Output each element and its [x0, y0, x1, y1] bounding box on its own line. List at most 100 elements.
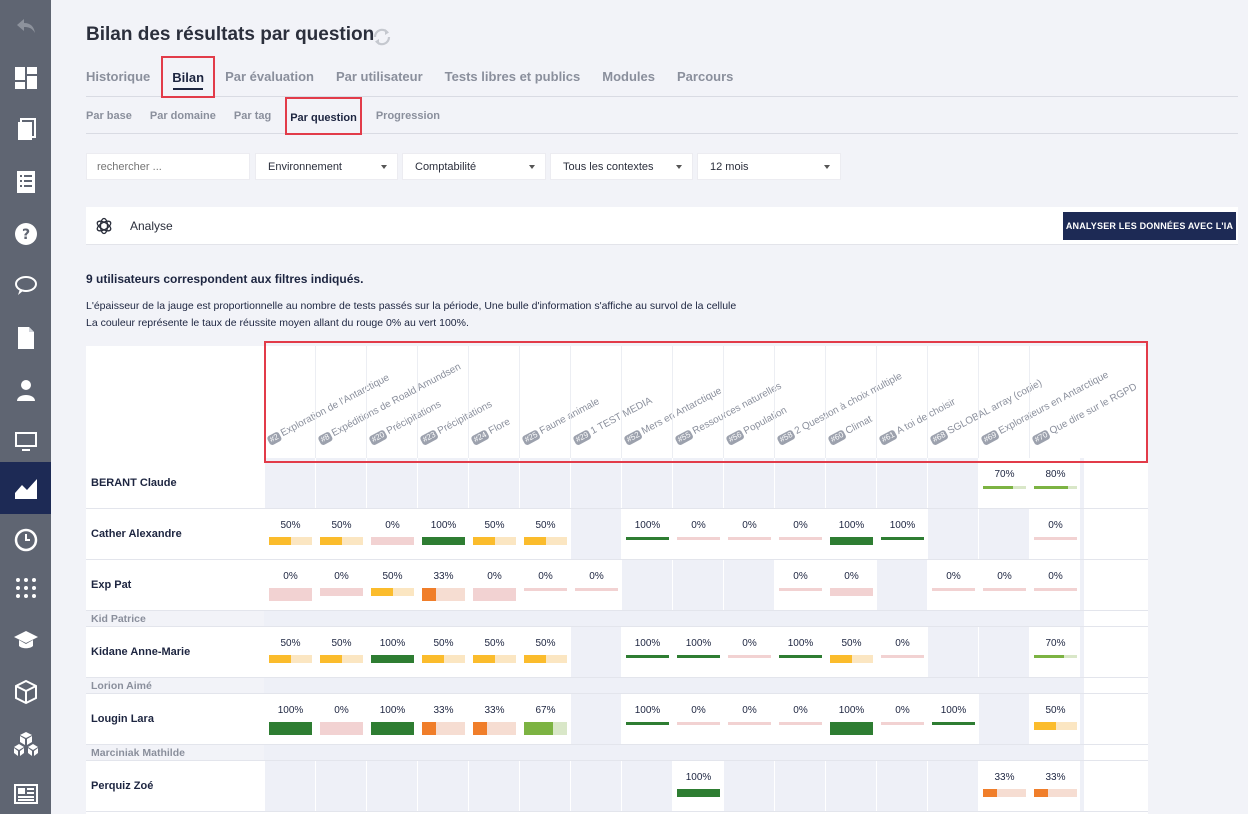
result-cell[interactable]: 100% — [876, 509, 927, 560]
result-cell[interactable]: 0% — [672, 694, 723, 745]
question-header[interactable]: #20Précipitations — [366, 346, 443, 458]
result-cell[interactable]: 0% — [315, 560, 366, 611]
statistics-icon[interactable] — [0, 462, 51, 514]
user-name[interactable]: Marciniak Mathilde — [91, 747, 185, 759]
result-cell[interactable]: 70% — [1029, 627, 1080, 678]
result-cell[interactable]: 33% — [417, 560, 468, 611]
result-cell[interactable]: 0% — [774, 509, 825, 560]
dots-grid-icon[interactable] — [0, 562, 51, 614]
result-cell[interactable]: 0% — [978, 560, 1029, 611]
result-cell[interactable]: 0% — [1029, 509, 1080, 560]
result-cell[interactable]: 50% — [519, 627, 570, 678]
result-cell[interactable]: 50% — [315, 627, 366, 678]
result-cell[interactable]: 70% — [978, 458, 1029, 509]
result-cell[interactable]: 50% — [366, 560, 417, 611]
result-cell[interactable]: 0% — [774, 560, 825, 611]
refresh-icon[interactable] — [371, 26, 393, 48]
result-cell[interactable]: 50% — [315, 509, 366, 560]
result-cell[interactable]: 0% — [1029, 560, 1080, 611]
tab-par-utilisateur[interactable]: Par utilisateur — [335, 69, 423, 84]
result-cell[interactable]: 0% — [366, 509, 417, 560]
result-cell[interactable]: 100% — [825, 509, 876, 560]
result-cell[interactable]: 0% — [519, 560, 570, 611]
question-icon[interactable]: ? — [0, 208, 51, 260]
result-cell[interactable]: 50% — [264, 509, 315, 560]
user-name[interactable]: BERANT Claude — [91, 477, 177, 489]
question-header[interactable]: #23Précipitations — [417, 346, 494, 458]
result-cell[interactable]: 100% — [264, 694, 315, 745]
user-name[interactable]: Kidane Anne-Marie — [91, 646, 191, 658]
boxes-icon[interactable] — [0, 718, 51, 770]
question-header[interactable]: #61A toi de choisir — [876, 346, 958, 458]
tab-historique[interactable]: Historique — [86, 69, 151, 84]
question-header[interactable]: #69Explorateurs en Antarctique — [978, 346, 1111, 458]
user-name[interactable]: Kid Patrice — [91, 613, 146, 625]
subtab-par-question[interactable]: Par question — [285, 97, 362, 135]
result-cell[interactable]: 50% — [468, 627, 519, 678]
context-select[interactable]: Tous les contextes — [550, 153, 693, 180]
result-cell[interactable]: 0% — [468, 560, 519, 611]
analyse-ai-button[interactable]: ANALYSER LES DONNÉES AVEC L'IA — [1063, 212, 1236, 240]
question-header[interactable]: #2Exploration de l'Antarctique — [264, 346, 391, 458]
tab-modules[interactable]: Modules — [602, 69, 655, 84]
result-cell[interactable]: 0% — [570, 560, 621, 611]
result-cell[interactable]: 50% — [519, 509, 570, 560]
subtab-par-tag[interactable]: Par tag — [233, 110, 272, 122]
result-cell[interactable]: 50% — [417, 627, 468, 678]
question-header[interactable]: #70Que dire sur le RGPD — [1029, 346, 1139, 458]
back-icon[interactable] — [0, 0, 51, 52]
result-cell[interactable]: 100% — [927, 694, 978, 745]
graduation-cap-icon[interactable] — [0, 614, 51, 666]
user-name[interactable]: Cather Alexandre — [91, 528, 182, 540]
result-cell[interactable]: 33% — [417, 694, 468, 745]
result-cell[interactable]: 100% — [672, 627, 723, 678]
result-cell[interactable]: 0% — [876, 627, 927, 678]
question-header[interactable]: #68SGLOBAL array (copie) — [927, 346, 1044, 458]
period-select[interactable]: 12 mois — [697, 153, 841, 180]
question-header[interactable]: #24Flore — [468, 346, 519, 458]
result-cell[interactable]: 33% — [978, 761, 1029, 812]
result-cell[interactable]: 50% — [825, 627, 876, 678]
result-cell[interactable]: 0% — [723, 509, 774, 560]
user-icon[interactable] — [0, 364, 51, 416]
subtab-par-base[interactable]: Par base — [86, 110, 132, 122]
result-cell[interactable]: 100% — [621, 627, 672, 678]
result-cell[interactable]: 33% — [468, 694, 519, 745]
result-cell[interactable]: 100% — [366, 694, 417, 745]
question-header[interactable]: #56Population — [723, 346, 789, 458]
result-cell[interactable]: 100% — [672, 761, 723, 812]
result-cell[interactable]: 0% — [723, 627, 774, 678]
result-cell[interactable]: 100% — [825, 694, 876, 745]
search-input[interactable] — [86, 153, 250, 180]
tab-bilan[interactable]: Bilan — [161, 56, 216, 98]
list-icon[interactable] — [0, 156, 51, 208]
domain-select[interactable]: Comptabilité — [402, 153, 546, 180]
result-cell[interactable]: 100% — [417, 509, 468, 560]
result-cell[interactable]: 100% — [621, 694, 672, 745]
question-header[interactable]: #52Mers en Antarctique — [621, 346, 724, 458]
question-header[interactable]: #582 Question à choix multiple — [774, 346, 904, 458]
result-cell[interactable]: 100% — [366, 627, 417, 678]
user-name[interactable]: Exp Pat — [91, 579, 132, 591]
result-cell[interactable]: 50% — [468, 509, 519, 560]
question-header[interactable]: #8Expéditions de Roald Amundsen — [315, 346, 463, 458]
result-cell[interactable]: 0% — [876, 694, 927, 745]
newspaper-icon[interactable] — [0, 768, 51, 814]
clock-icon[interactable] — [0, 514, 51, 566]
result-cell[interactable]: 0% — [825, 560, 876, 611]
chat-icon[interactable] — [0, 260, 51, 312]
question-header[interactable]: #291 TEST MEDIA — [570, 346, 654, 458]
result-cell[interactable]: 0% — [264, 560, 315, 611]
question-header[interactable]: #60Climat — [825, 346, 876, 458]
result-cell[interactable]: 0% — [723, 694, 774, 745]
tab-tests-libres[interactable]: Tests libres et publics — [444, 69, 581, 84]
result-cell[interactable]: 50% — [264, 627, 315, 678]
result-cell[interactable]: 33% — [1029, 761, 1080, 812]
box-icon[interactable] — [0, 666, 51, 718]
result-cell[interactable]: 0% — [672, 509, 723, 560]
result-cell[interactable]: 0% — [927, 560, 978, 611]
question-header[interactable]: #25Faune animale — [519, 346, 602, 458]
environment-select[interactable]: Environnement — [255, 153, 398, 180]
result-cell[interactable]: 67% — [519, 694, 570, 745]
subtab-par-domaine[interactable]: Par domaine — [149, 110, 216, 122]
